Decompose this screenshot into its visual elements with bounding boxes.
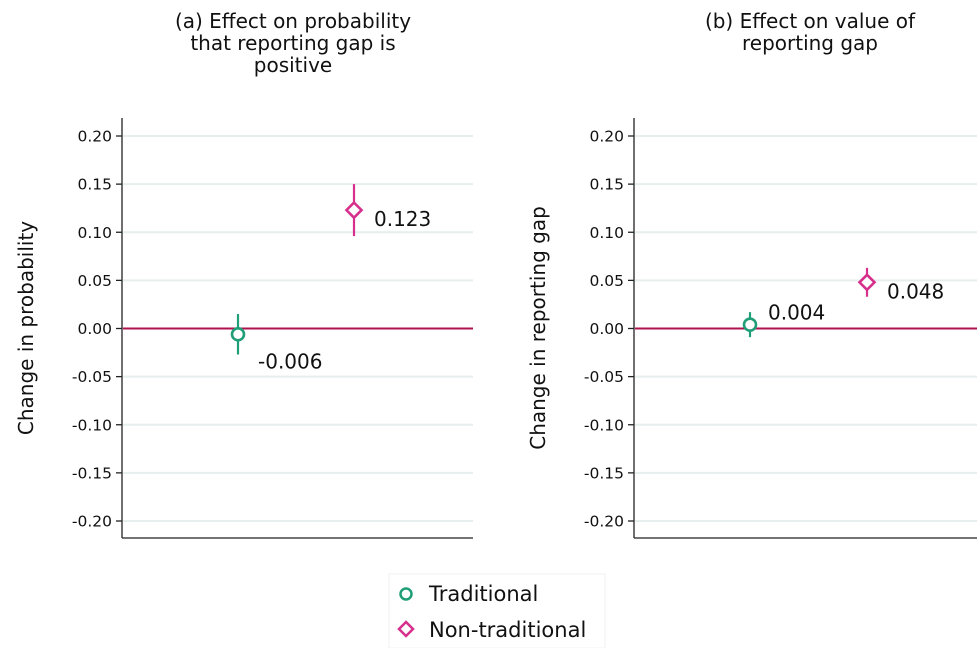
- y-tick-label: -0.20: [584, 513, 624, 531]
- legend: Traditional Non-traditional: [388, 573, 606, 648]
- panel-title-line: (a) Effect on probability: [175, 9, 411, 33]
- y-tick-label: 0.15: [589, 176, 624, 194]
- y-tick-label: 0.00: [77, 320, 112, 338]
- y-tick-label: -0.05: [584, 368, 624, 386]
- panel-title-line: reporting gap: [742, 31, 878, 55]
- panel-title-line: that reporting gap is: [190, 31, 395, 55]
- y-tick-label: 0.05: [77, 272, 112, 290]
- y-tick-label: -0.10: [72, 416, 112, 434]
- y-tick-label: 0.00: [589, 320, 624, 338]
- y-axis-label: Change in reporting gap: [526, 206, 550, 450]
- y-tick-label: 0.20: [589, 128, 624, 146]
- y-tick-label: -0.20: [72, 513, 112, 531]
- y-tick-label: 0.10: [589, 224, 624, 242]
- point-traditional: [230, 326, 246, 342]
- y-tick-label: 0.10: [77, 224, 112, 242]
- legend-box: [388, 573, 606, 648]
- data-label: 0.004: [768, 301, 825, 325]
- panel-title-line: (b) Effect on value of: [705, 9, 916, 33]
- data-label: 0.048: [887, 279, 944, 303]
- point-traditional: [742, 317, 758, 332]
- point-non-traditional: [344, 200, 364, 220]
- legend-nontraditional-label: Non-traditional: [429, 618, 586, 642]
- y-tick-label: -0.15: [72, 464, 112, 482]
- legend-nontraditional-marker: [397, 620, 415, 638]
- y-tick-label: 0.15: [77, 176, 112, 194]
- y-tick-label: 0.20: [77, 128, 112, 146]
- y-tick-label: -0.05: [72, 368, 112, 386]
- y-tick-label: -0.10: [584, 416, 624, 434]
- data-label: -0.006: [258, 349, 322, 373]
- y-axis-label: Change in probability: [14, 221, 38, 435]
- y-tick-label: -0.15: [584, 464, 624, 482]
- legend-traditional-label: Traditional: [428, 582, 538, 606]
- data-label: 0.123: [374, 207, 431, 231]
- y-tick-label: 0.05: [589, 272, 624, 290]
- point-non-traditional: [857, 272, 877, 292]
- legend-traditional-marker: [399, 587, 413, 601]
- panel-title-line: positive: [254, 53, 332, 77]
